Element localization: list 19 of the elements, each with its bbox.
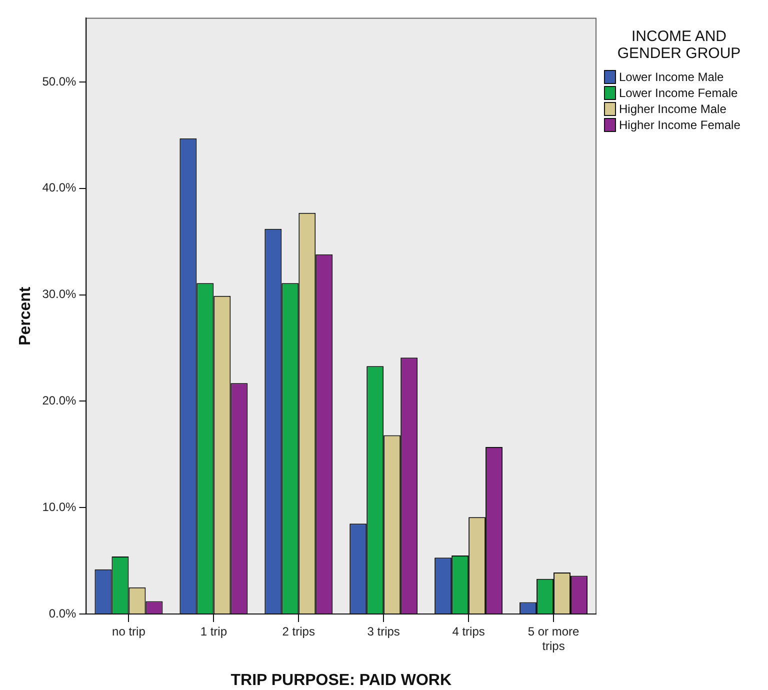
y-tick-label: 30.0% [42,287,77,302]
y-tick-label: 0.0% [48,606,77,620]
x-axis-title: TRIP PURPOSE: PAID WORK [230,672,452,689]
y-tick-label: 10.0% [42,500,77,514]
legend-title: INCOME AND GENDER GROUP [616,28,742,62]
x-tick-label: 1 trip [200,624,228,639]
x-tick-label: no trip [112,624,146,639]
x-tick-label: 2 trips [282,624,315,639]
y-tick-label: 20.0% [42,394,77,408]
legend-label: Lower Income Male [619,70,724,84]
legend-label: Higher Income Female [619,118,740,132]
legend-label: Higher Income Male [619,102,726,116]
x-tick-label: 5 or more trips [528,624,580,653]
legend-label: Lower Income Female [619,86,738,100]
x-tick-label: 3 trips [367,624,400,639]
x-tick-label: 4 trips [452,624,485,639]
y-axis-title: Percent [17,286,34,346]
y-tick-label: 40.0% [42,180,77,195]
y-tick-label: 50.0% [42,74,77,88]
